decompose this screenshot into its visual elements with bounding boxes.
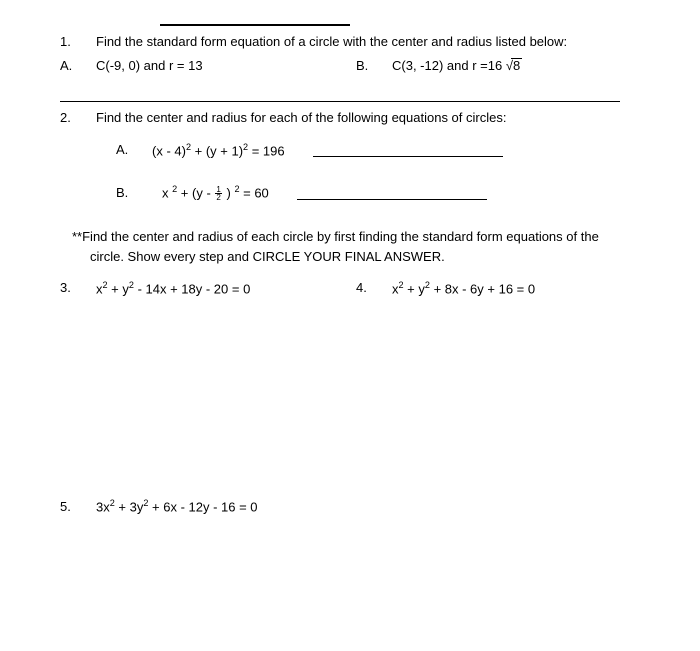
q1-row: 1. Find the standard form equation of a … xyxy=(60,32,652,52)
q2-row: 2. Find the center and radius for each o… xyxy=(60,108,652,128)
instruction-block: **Find the center and radius of each cir… xyxy=(72,227,652,266)
q1-number: 1. xyxy=(60,32,96,52)
q2B-p2: + (y - xyxy=(177,185,214,200)
q3-b: + y xyxy=(108,282,129,297)
half-fraction: 12 xyxy=(215,186,221,202)
q3-number: 3. xyxy=(60,280,96,295)
q1A-text: C(-9, 0) and r = 13 xyxy=(96,56,203,76)
q2B-p4: = 60 xyxy=(240,185,269,200)
q3-q4-row: 3. x2 + y2 - 14x + 18y - 20 = 0 4. x2 + … xyxy=(60,280,652,296)
instr-line1: **Find the center and radius of each cir… xyxy=(72,227,652,247)
q2A-answer-blank[interactable] xyxy=(313,143,503,157)
q2B-label: B. xyxy=(116,185,142,200)
q4-number: 4. xyxy=(356,280,392,295)
q3-expr: x2 + y2 - 14x + 18y - 20 = 0 xyxy=(96,280,250,296)
q1B-label: B. xyxy=(356,56,392,76)
q2A: A. (x - 4)2 + (y + 1)2 = 196 xyxy=(116,142,652,158)
q4-expr: x2 + y2 + 8x - 6y + 16 = 0 xyxy=(392,280,535,296)
q1-text: Find the standard form equation of a cir… xyxy=(96,32,652,52)
q2A-p2: + (y + 1) xyxy=(191,143,243,158)
q5-a: 3x xyxy=(96,499,110,514)
q1B-plain: C(3, -12) and r =16 xyxy=(392,58,506,73)
q2B-p3: ) xyxy=(223,185,235,200)
q2B-expr: x 2 + (y - 12 ) 2 = 60 xyxy=(162,184,269,202)
frac-d: 2 xyxy=(215,194,221,201)
sqrt-arg: 8 xyxy=(511,58,522,72)
q2B-p1: x xyxy=(162,185,172,200)
q5-row: 5. 3x2 + 3y2 + 6x - 12y - 16 = 0 xyxy=(60,497,652,517)
q1B-text: C(3, -12) and r =16 √8 xyxy=(392,56,522,76)
q2-text: Find the center and radius for each of t… xyxy=(96,108,652,128)
q2A-label: A. xyxy=(116,142,142,157)
top-rule xyxy=(160,24,350,26)
q2B-answer-blank[interactable] xyxy=(297,186,487,200)
q5-b: + 3y xyxy=(115,499,144,514)
q3-c: - 14x + 18y - 20 = 0 xyxy=(134,282,250,297)
q2A-expr: (x - 4)2 + (y + 1)2 = 196 xyxy=(152,142,285,158)
q2A-p3: = 196 xyxy=(248,143,285,158)
q2B: B. x 2 + (y - 12 ) 2 = 60 xyxy=(116,184,652,202)
section-rule xyxy=(60,101,620,102)
q1A-label: A. xyxy=(60,56,96,76)
q2A-p1: (x - 4) xyxy=(152,143,186,158)
q5-number: 5. xyxy=(60,497,96,517)
q4-b: + y xyxy=(404,282,425,297)
instr-line2: circle. Show every step and CIRCLE YOUR … xyxy=(90,247,652,267)
q5-expr: 3x2 + 3y2 + 6x - 12y - 16 = 0 xyxy=(96,497,258,517)
q1-parts: A. C(-9, 0) and r = 13 B. C(3, -12) and … xyxy=(60,56,652,76)
q4-c: + 8x - 6y + 16 = 0 xyxy=(430,282,535,297)
q2-number: 2. xyxy=(60,108,96,128)
q5-c: + 6x - 12y - 16 = 0 xyxy=(148,499,257,514)
